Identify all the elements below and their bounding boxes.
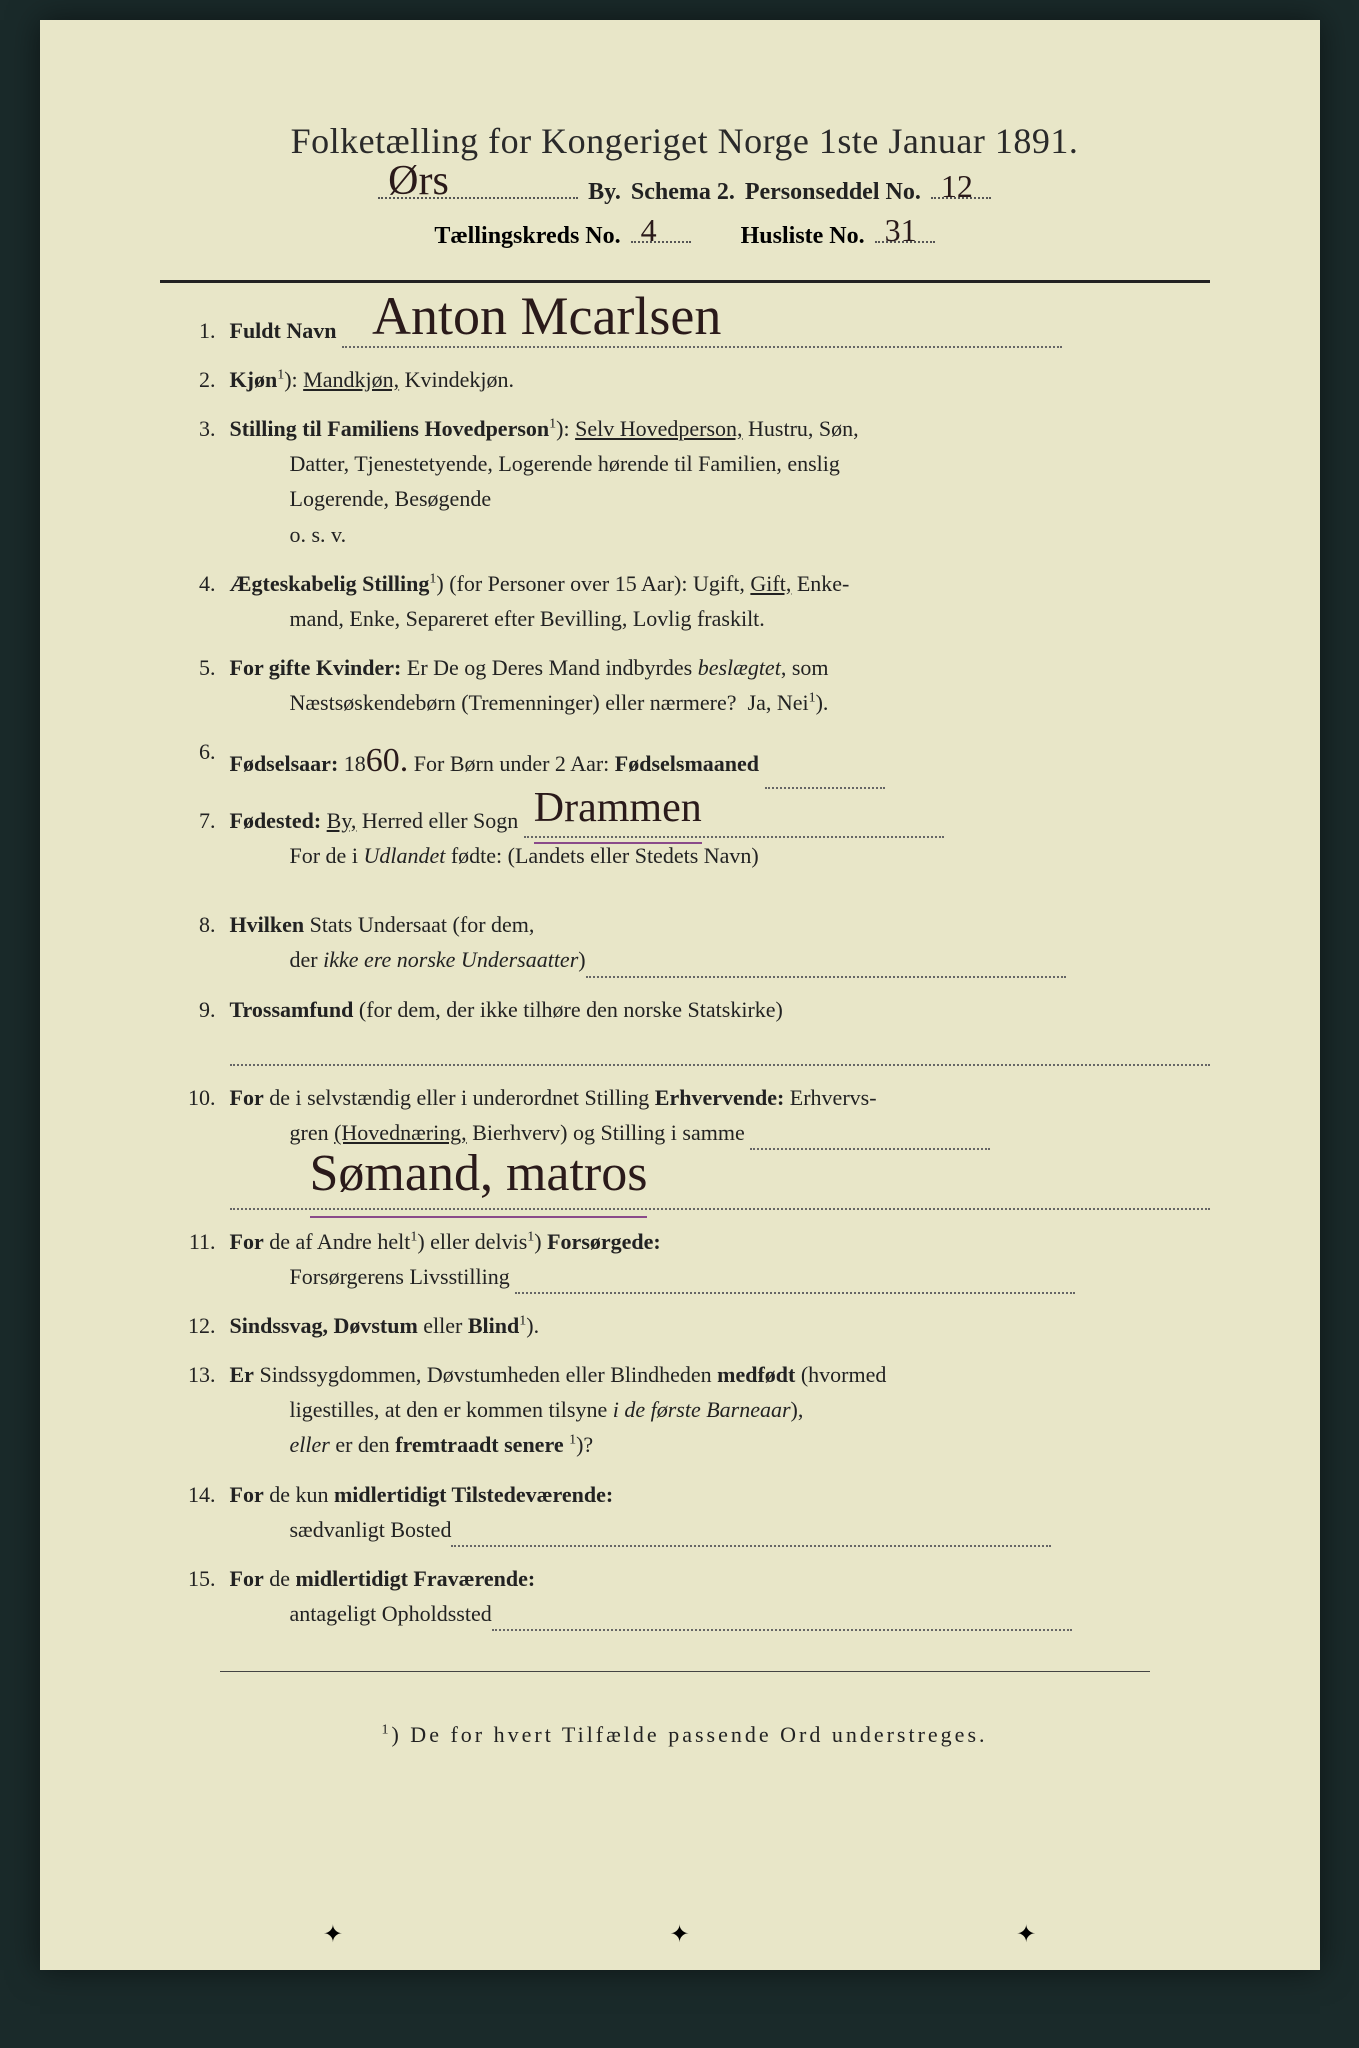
row-12: 12. Sindssvag, Døvstum eller Blind1).: [180, 1308, 1210, 1343]
binding-marks: ✦ ✦ ✦: [40, 1920, 1320, 1940]
label-congenital: Er: [230, 1362, 254, 1387]
census-form-page: Folketælling for Kongeriget Norge 1ste J…: [40, 20, 1320, 1970]
schema-label: Schema 2.: [631, 179, 735, 206]
row-11: 11. For de af Andre helt1) eller delvis1…: [180, 1224, 1210, 1294]
kreds-field: 4: [631, 214, 691, 243]
label-marital: Ægteskabelig Stilling: [230, 571, 430, 596]
binding-mark-icon: ✦: [1016, 1920, 1036, 1940]
label-birthplace: Fødested:: [230, 808, 322, 833]
husliste-label: Husliste No.: [741, 223, 865, 250]
row-15: 15. For de midlertidigt Fraværende: anta…: [180, 1561, 1210, 1631]
row-3: 3. Stilling til Familiens Hovedperson1):…: [180, 411, 1210, 552]
kreds-label: Tællingskreds No.: [434, 223, 620, 250]
row-8: 8. Hvilken Stats Undersaat (for dem, der…: [180, 907, 1210, 977]
label-temp-absent: For: [230, 1566, 264, 1591]
personseddel-field: 12: [931, 170, 991, 199]
row-5: 5. For gifte Kvinder: Er De og Deres Man…: [180, 650, 1210, 720]
form-header: Folketælling for Kongeriget Norge 1ste J…: [160, 120, 1210, 250]
subheader-line2: Tællingskreds No. 4 Husliste No. 31: [160, 214, 1210, 250]
label-birthyear: Fødselsaar:: [230, 751, 339, 776]
label-name: Fuldt Navn: [230, 318, 337, 343]
binding-mark-icon: ✦: [669, 1920, 689, 1940]
husliste-field: 31: [875, 214, 935, 243]
footnote: 1) De for hvert Tilfælde passende Ord un…: [160, 1722, 1210, 1748]
row-14: 14. For de kun midlertidigt Tilstedevære…: [180, 1477, 1210, 1547]
occupation-field: Sømand, matros: [230, 1174, 1210, 1209]
row-9: 9. Trossamfund (for dem, der ikke tilhør…: [180, 992, 1210, 1066]
form-title: Folketælling for Kongeriget Norge 1ste J…: [160, 120, 1210, 162]
subheader-line1: Ørs By. Schema 2. Personseddel No. 12: [160, 170, 1210, 206]
label-disability: Sindssvag, Døvstum: [230, 1313, 418, 1338]
label-religion: Trossamfund: [230, 997, 354, 1022]
row-2: 2. Kjøn1): Mandkjøn, Kvindekjøn.: [180, 362, 1210, 397]
name-field: Anton Mcarlsen: [342, 321, 1062, 347]
label-nationality: Hvilken: [230, 912, 305, 937]
by-field: Ørs: [378, 170, 578, 199]
row-13: 13. Er Sindssygdommen, Døvstumheden elle…: [180, 1357, 1210, 1463]
label-married-women: For gifte Kvinder:: [230, 655, 402, 680]
by-label: By.: [588, 179, 621, 206]
form-body: 1. Fuldt Navn Anton Mcarlsen 2. Kjøn1): …: [160, 313, 1210, 1632]
row-4: 4. Ægteskabelig Stilling1) (for Personer…: [180, 566, 1210, 636]
row-10: 10. For de i selvstændig eller i underor…: [180, 1080, 1210, 1210]
label-dependent: For: [230, 1229, 264, 1254]
label-relation: Stilling til Familiens Hovedperson: [230, 416, 550, 441]
label-occupation: For: [230, 1085, 264, 1110]
birthyear-hw: 60.: [366, 742, 409, 779]
row-1: 1. Fuldt Navn Anton Mcarlsen: [180, 313, 1210, 348]
personseddel-label: Personseddel No.: [745, 179, 921, 206]
binding-mark-icon: ✦: [323, 1920, 343, 1940]
footnote-divider: [220, 1671, 1150, 1672]
label-temp-present: For: [230, 1482, 264, 1507]
birthplace-field: Drammen: [524, 812, 944, 838]
row-7: 7. Fødested: By, Herred eller Sogn Dramm…: [180, 803, 1210, 873]
label-sex: Kjøn: [230, 367, 278, 392]
